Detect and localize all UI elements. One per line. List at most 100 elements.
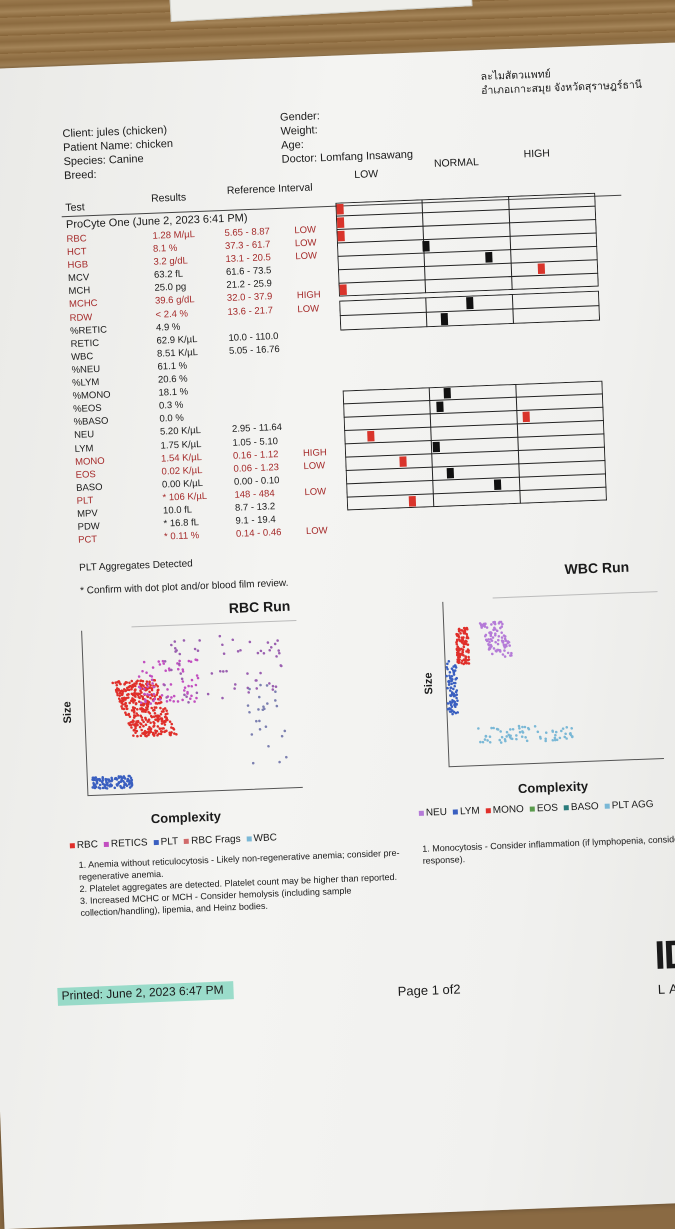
rbc-dot (153, 695, 157, 698)
rbc-dot (157, 732, 161, 736)
rbc-dot (135, 712, 139, 715)
plt-agg-dot (518, 730, 522, 734)
rbc-dot (159, 706, 162, 710)
rbc-dot (135, 729, 139, 733)
retic-dot (195, 674, 199, 677)
rbc-dot (123, 682, 127, 686)
rbc-dot (154, 731, 157, 735)
range-graph-row-line (346, 486, 607, 498)
neu-dot (494, 640, 497, 644)
rbc-dot (166, 718, 169, 722)
rbc-dot (149, 730, 153, 734)
wbc-dot (274, 690, 277, 693)
rbc-dot (153, 678, 157, 682)
rbc-dot (162, 721, 165, 724)
rbc-dot (146, 695, 150, 699)
rbc-dot (173, 732, 176, 735)
result-value: 63.2 fL (153, 268, 184, 281)
retic-dot (179, 672, 183, 675)
rbc-dot (131, 723, 135, 726)
legend-label: MONO (492, 803, 525, 817)
mono-dot (463, 626, 466, 630)
retic-dot (150, 678, 154, 682)
rbc-dot (111, 681, 115, 685)
lym-dot (456, 711, 460, 714)
range-marker (522, 411, 530, 423)
legend-swatch (184, 838, 190, 844)
plt-agg-dot (524, 735, 527, 739)
wbc-x-label: Complexity (517, 778, 589, 797)
retic-dot (187, 684, 190, 688)
wbc-y-label: Size (422, 672, 436, 695)
mono-dot (466, 658, 470, 662)
rbc-dot (148, 690, 151, 694)
mono-dot (460, 636, 464, 639)
retic-dot (187, 700, 190, 704)
legend-swatch (529, 806, 535, 812)
rbc-dot (152, 709, 155, 712)
rbc-dot (144, 723, 148, 726)
flag-label: LOW (294, 237, 317, 250)
lym-dot (453, 684, 457, 688)
wbc-dot (274, 699, 277, 702)
rbc-dot (123, 702, 127, 706)
rbc-dot (149, 721, 152, 724)
lym-dot (456, 699, 459, 702)
rbc-dot (115, 683, 119, 687)
rbc-dot (129, 723, 133, 727)
retic-dot (218, 634, 222, 638)
plt-dot (126, 778, 129, 782)
wbc-dot (248, 687, 251, 691)
retic-dot (163, 683, 166, 687)
plt-agg-dot (568, 732, 572, 736)
species-label: Species: Canine (63, 153, 144, 169)
rbc-dot (163, 715, 167, 719)
legend-swatch (485, 808, 491, 814)
rbc-dot (136, 679, 139, 683)
neu-dot (491, 636, 495, 639)
lym-dot (446, 707, 450, 711)
retic-dot (141, 669, 144, 673)
plt-agg-dot (509, 728, 512, 731)
test-name: MONO (74, 455, 105, 468)
retic-dot (206, 692, 210, 696)
retic-dot (149, 702, 153, 705)
mono-dot (456, 658, 460, 662)
wbc-dot (263, 707, 266, 711)
wbc-dot (251, 761, 255, 765)
plt-dot (115, 778, 119, 781)
retic-dot (273, 642, 277, 646)
rbc-run-title: RBC Run (228, 597, 291, 617)
rbc-dot (138, 725, 142, 729)
result-value: * 0.11 % (163, 530, 200, 543)
test-name: %LYM (71, 376, 100, 389)
plt-dot (93, 784, 97, 787)
retic-dot (139, 701, 143, 705)
retic-dot (195, 696, 198, 700)
plt-agg-dot (563, 735, 567, 739)
retic-dot (271, 684, 275, 688)
wbc-dot (250, 733, 254, 736)
plt-agg-dot (499, 730, 502, 733)
test-name: PCT (77, 534, 98, 546)
flag-label: LOW (303, 459, 326, 472)
rbc-dot (146, 701, 150, 704)
rbc-dot (136, 723, 139, 727)
range-graph-row-line (335, 205, 596, 217)
mono-dot (464, 642, 468, 646)
plt-agg-dot (510, 737, 514, 741)
range-marker (432, 441, 441, 453)
retic-dot (176, 700, 180, 703)
rbc-dot (160, 730, 164, 734)
rbc-dot (139, 722, 142, 725)
column-results: Results (150, 191, 187, 205)
rbc-dot (137, 700, 141, 703)
plt-dot (91, 786, 95, 789)
mono-dot (465, 661, 468, 665)
retic-dot (190, 684, 194, 688)
retic-dot (163, 660, 167, 663)
plt-dot (104, 777, 107, 781)
rbc-dot (142, 720, 145, 724)
range-graph-divider (428, 387, 435, 508)
lym-dot (448, 710, 452, 713)
